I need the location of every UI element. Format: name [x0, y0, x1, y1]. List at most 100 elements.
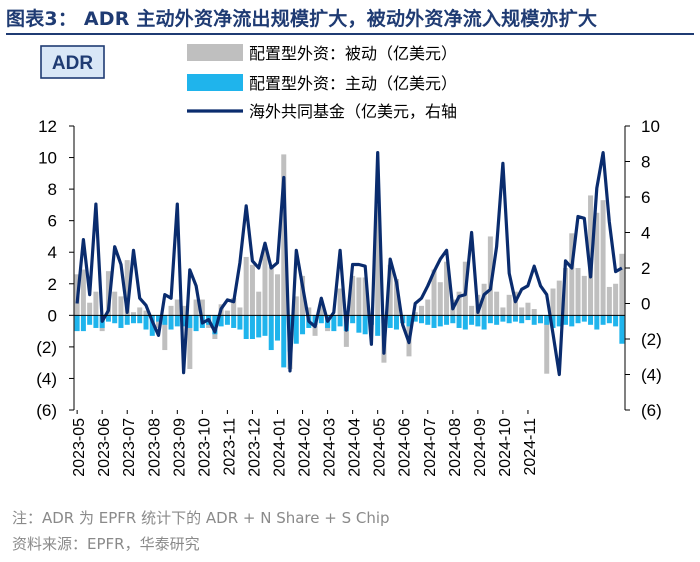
passive-bar	[105, 271, 111, 316]
active-bar	[431, 315, 437, 328]
right-tick-label: 4	[641, 224, 650, 243]
adr-label-box	[40, 45, 105, 79]
active-bar	[406, 315, 412, 327]
x-tick-label: 2024-07	[422, 418, 439, 477]
passive-bar	[256, 291, 262, 316]
active-bar	[262, 315, 268, 336]
active-bar	[74, 315, 80, 332]
passive-bar	[393, 279, 399, 316]
legend-swatch	[187, 44, 243, 61]
passive-bar	[243, 256, 249, 316]
active-bar	[375, 315, 381, 336]
passive-bar	[362, 277, 368, 316]
passive-bar	[300, 275, 306, 316]
passive-bar	[268, 266, 274, 316]
x-tick-label: 2023-12	[246, 418, 263, 477]
source-note: 资料来源：EPFR，华泰研究	[12, 535, 200, 553]
passive-bar	[262, 247, 268, 316]
active-bar	[525, 315, 531, 321]
active-bar	[537, 315, 543, 324]
passive-bar	[531, 309, 537, 316]
passive-bar	[494, 291, 500, 316]
passive-bar	[556, 280, 562, 316]
passive-bar	[575, 268, 581, 316]
x-tick-label: 2024-10	[497, 418, 514, 477]
active-bar	[174, 315, 180, 327]
active-bar	[212, 315, 218, 335]
active-bar	[556, 315, 562, 327]
passive-bar	[168, 305, 174, 316]
title-rule	[6, 33, 694, 35]
passive-bar	[613, 283, 619, 316]
passive-bar	[506, 294, 512, 316]
active-bar	[419, 315, 425, 324]
active-bar	[130, 315, 136, 324]
active-bar	[168, 315, 174, 330]
active-bar	[544, 315, 550, 325]
passive-bar	[550, 288, 556, 316]
active-bar	[569, 315, 575, 327]
active-bar	[393, 315, 399, 330]
active-bar	[80, 315, 86, 332]
passive-bar	[512, 291, 518, 316]
passive-bar	[318, 302, 324, 316]
x-tick-label: 2023-09	[171, 418, 188, 477]
x-tick-label: 2023-08	[146, 418, 163, 477]
passive-bar	[162, 315, 168, 351]
passive-bar	[500, 307, 506, 316]
active-bar	[293, 315, 299, 344]
passive-bar	[581, 275, 587, 316]
active-bar	[600, 315, 606, 325]
active-bar	[437, 315, 443, 327]
passive-bar	[437, 282, 443, 316]
active-bar	[506, 315, 512, 324]
active-bar	[243, 315, 249, 339]
passive-bar	[274, 274, 280, 316]
chart: (6) (4) (2) 0 2 4 6 8 10 12 (6) (4) (2) 0 2 4 6 8 10 2023-0…	[36, 44, 662, 477]
passive-bar	[112, 291, 118, 316]
active-bar	[105, 315, 111, 322]
active-bar	[412, 315, 418, 322]
active-bar	[162, 315, 168, 325]
active-bar	[256, 315, 262, 338]
active-bar	[469, 315, 475, 325]
active-bar	[137, 315, 143, 324]
passive-bar	[481, 283, 487, 316]
x-tick-label: 2024-11	[522, 418, 539, 476]
passive-bar	[606, 286, 612, 316]
active-bar	[156, 315, 162, 322]
passive-bar	[425, 299, 431, 316]
legend-label: 配置型外资：被动（亿美元）	[249, 44, 457, 63]
active-bar	[588, 315, 594, 325]
x-tick-label: 2024-06	[397, 418, 414, 477]
passive-bar	[419, 305, 425, 316]
legend-label: 配置型外资：主动（亿美元）	[249, 74, 457, 93]
passive-bar	[563, 268, 569, 316]
active-bar	[387, 315, 393, 328]
x-tick-label: 2023-07	[121, 418, 138, 477]
active-bar	[350, 315, 356, 324]
passive-bar	[350, 275, 356, 316]
active-bar	[112, 315, 118, 324]
active-bar	[231, 315, 237, 328]
active-bar	[550, 315, 556, 328]
x-tick-label: 2024-08	[447, 418, 464, 477]
x-tick-label: 2024-09	[472, 418, 489, 477]
figure-title: 图表3： ADR 主动外资净流出规模扩大，被动外资净流入规模亦扩大	[6, 8, 598, 30]
active-bar	[331, 315, 337, 332]
axes-layer: (6) (4) (2) 0 2 4 6 8 10 12 (6) (4) (2) 0 2 4 6 8 10 2023-0…	[36, 117, 662, 477]
left-tick-label: (2)	[36, 338, 57, 357]
passive-bar	[525, 302, 531, 316]
active-bar	[124, 315, 130, 325]
active-bar	[425, 315, 431, 325]
passive-bar	[487, 236, 493, 316]
passive-bar	[237, 307, 243, 316]
left-tick-label: 0	[48, 306, 57, 325]
passive-bar	[519, 307, 525, 316]
x-tick-label: 2024-01	[271, 418, 288, 477]
active-bar	[218, 315, 224, 327]
passive-bar	[281, 154, 287, 316]
passive-bar	[337, 288, 343, 316]
passive-bar	[199, 299, 205, 316]
legend-label: 海外共同基金（亿美元，右轴	[249, 102, 457, 121]
